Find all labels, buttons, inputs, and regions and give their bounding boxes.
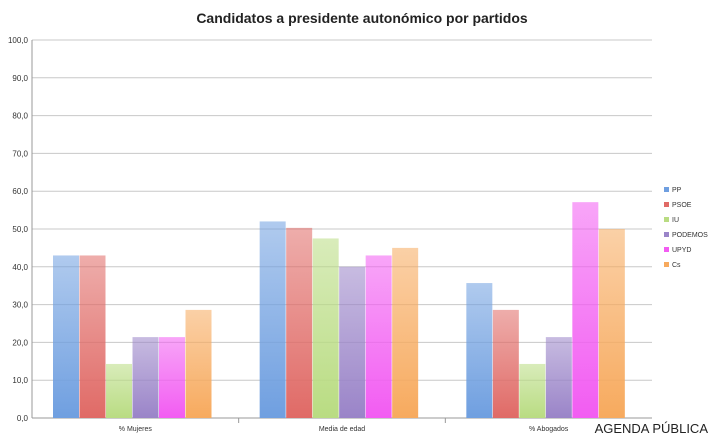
y-tick-label: 20,0 — [12, 338, 28, 347]
y-tick-label: 60,0 — [12, 187, 28, 196]
bar-cs-1 — [392, 247, 419, 418]
bar-psoe-0 — [79, 255, 106, 418]
legend: PP PSOE IU PODEMOS UPYD Cs — [664, 187, 708, 269]
y-tick-label: 50,0 — [12, 225, 28, 234]
y-tick-label: 0,0 — [17, 414, 29, 423]
bar-pp-0 — [53, 255, 79, 418]
bar-cs-2 — [598, 229, 625, 418]
legend-label-psoe: PSOE — [672, 202, 692, 209]
bar-cs-0 — [185, 309, 212, 418]
y-tick-label: 90,0 — [12, 74, 28, 83]
legend-swatch-upyd — [664, 247, 669, 252]
category-label: % Mujeres — [119, 426, 153, 433]
category-label: Media de edad — [319, 426, 365, 433]
bar-podemos-2 — [545, 337, 572, 418]
chart-title: Candidatos a presidente autonómico por p… — [196, 10, 528, 26]
legend-label-pp: PP — [672, 187, 682, 194]
bar-podemos-1 — [339, 266, 366, 418]
legend-label-podemos: PODEMOS — [672, 232, 708, 239]
bar-psoe-1 — [286, 227, 313, 418]
watermark-text: AGENDA PÚBLICA — [592, 421, 710, 436]
category-label: % Abogados — [529, 426, 569, 433]
bar-iu-1 — [312, 238, 339, 418]
legend-swatch-podemos — [664, 232, 669, 237]
bar-podemos-0 — [132, 337, 159, 418]
y-tick-label: 70,0 — [12, 149, 28, 158]
bars — [53, 202, 625, 418]
y-tick-label: 40,0 — [12, 263, 28, 272]
bar-psoe-2 — [492, 309, 519, 418]
y-tick-label: 10,0 — [12, 376, 28, 385]
y-tick-label: 100,0 — [8, 36, 29, 45]
legend-label-iu: IU — [672, 217, 679, 224]
bar-iu-0 — [106, 363, 132, 418]
bar-upyd-0 — [159, 337, 185, 418]
bar-upyd-2 — [572, 202, 599, 418]
legend-label-cs: Cs — [672, 262, 681, 269]
legend-label-upyd: UPYD — [672, 247, 691, 254]
y-tick-label: 80,0 — [12, 112, 28, 121]
category-labels: % Mujeres Media de edad % Abogados — [119, 426, 569, 433]
legend-swatch-pp — [664, 187, 669, 192]
legend-swatch-cs — [664, 262, 669, 267]
bar-iu-2 — [519, 363, 546, 418]
y-tick-label: 30,0 — [12, 301, 28, 310]
bar-pp-1 — [259, 221, 286, 418]
legend-swatch-iu — [664, 217, 669, 222]
legend-swatch-psoe — [664, 202, 669, 207]
bar-upyd-1 — [365, 255, 392, 418]
bar-pp-2 — [466, 283, 493, 418]
